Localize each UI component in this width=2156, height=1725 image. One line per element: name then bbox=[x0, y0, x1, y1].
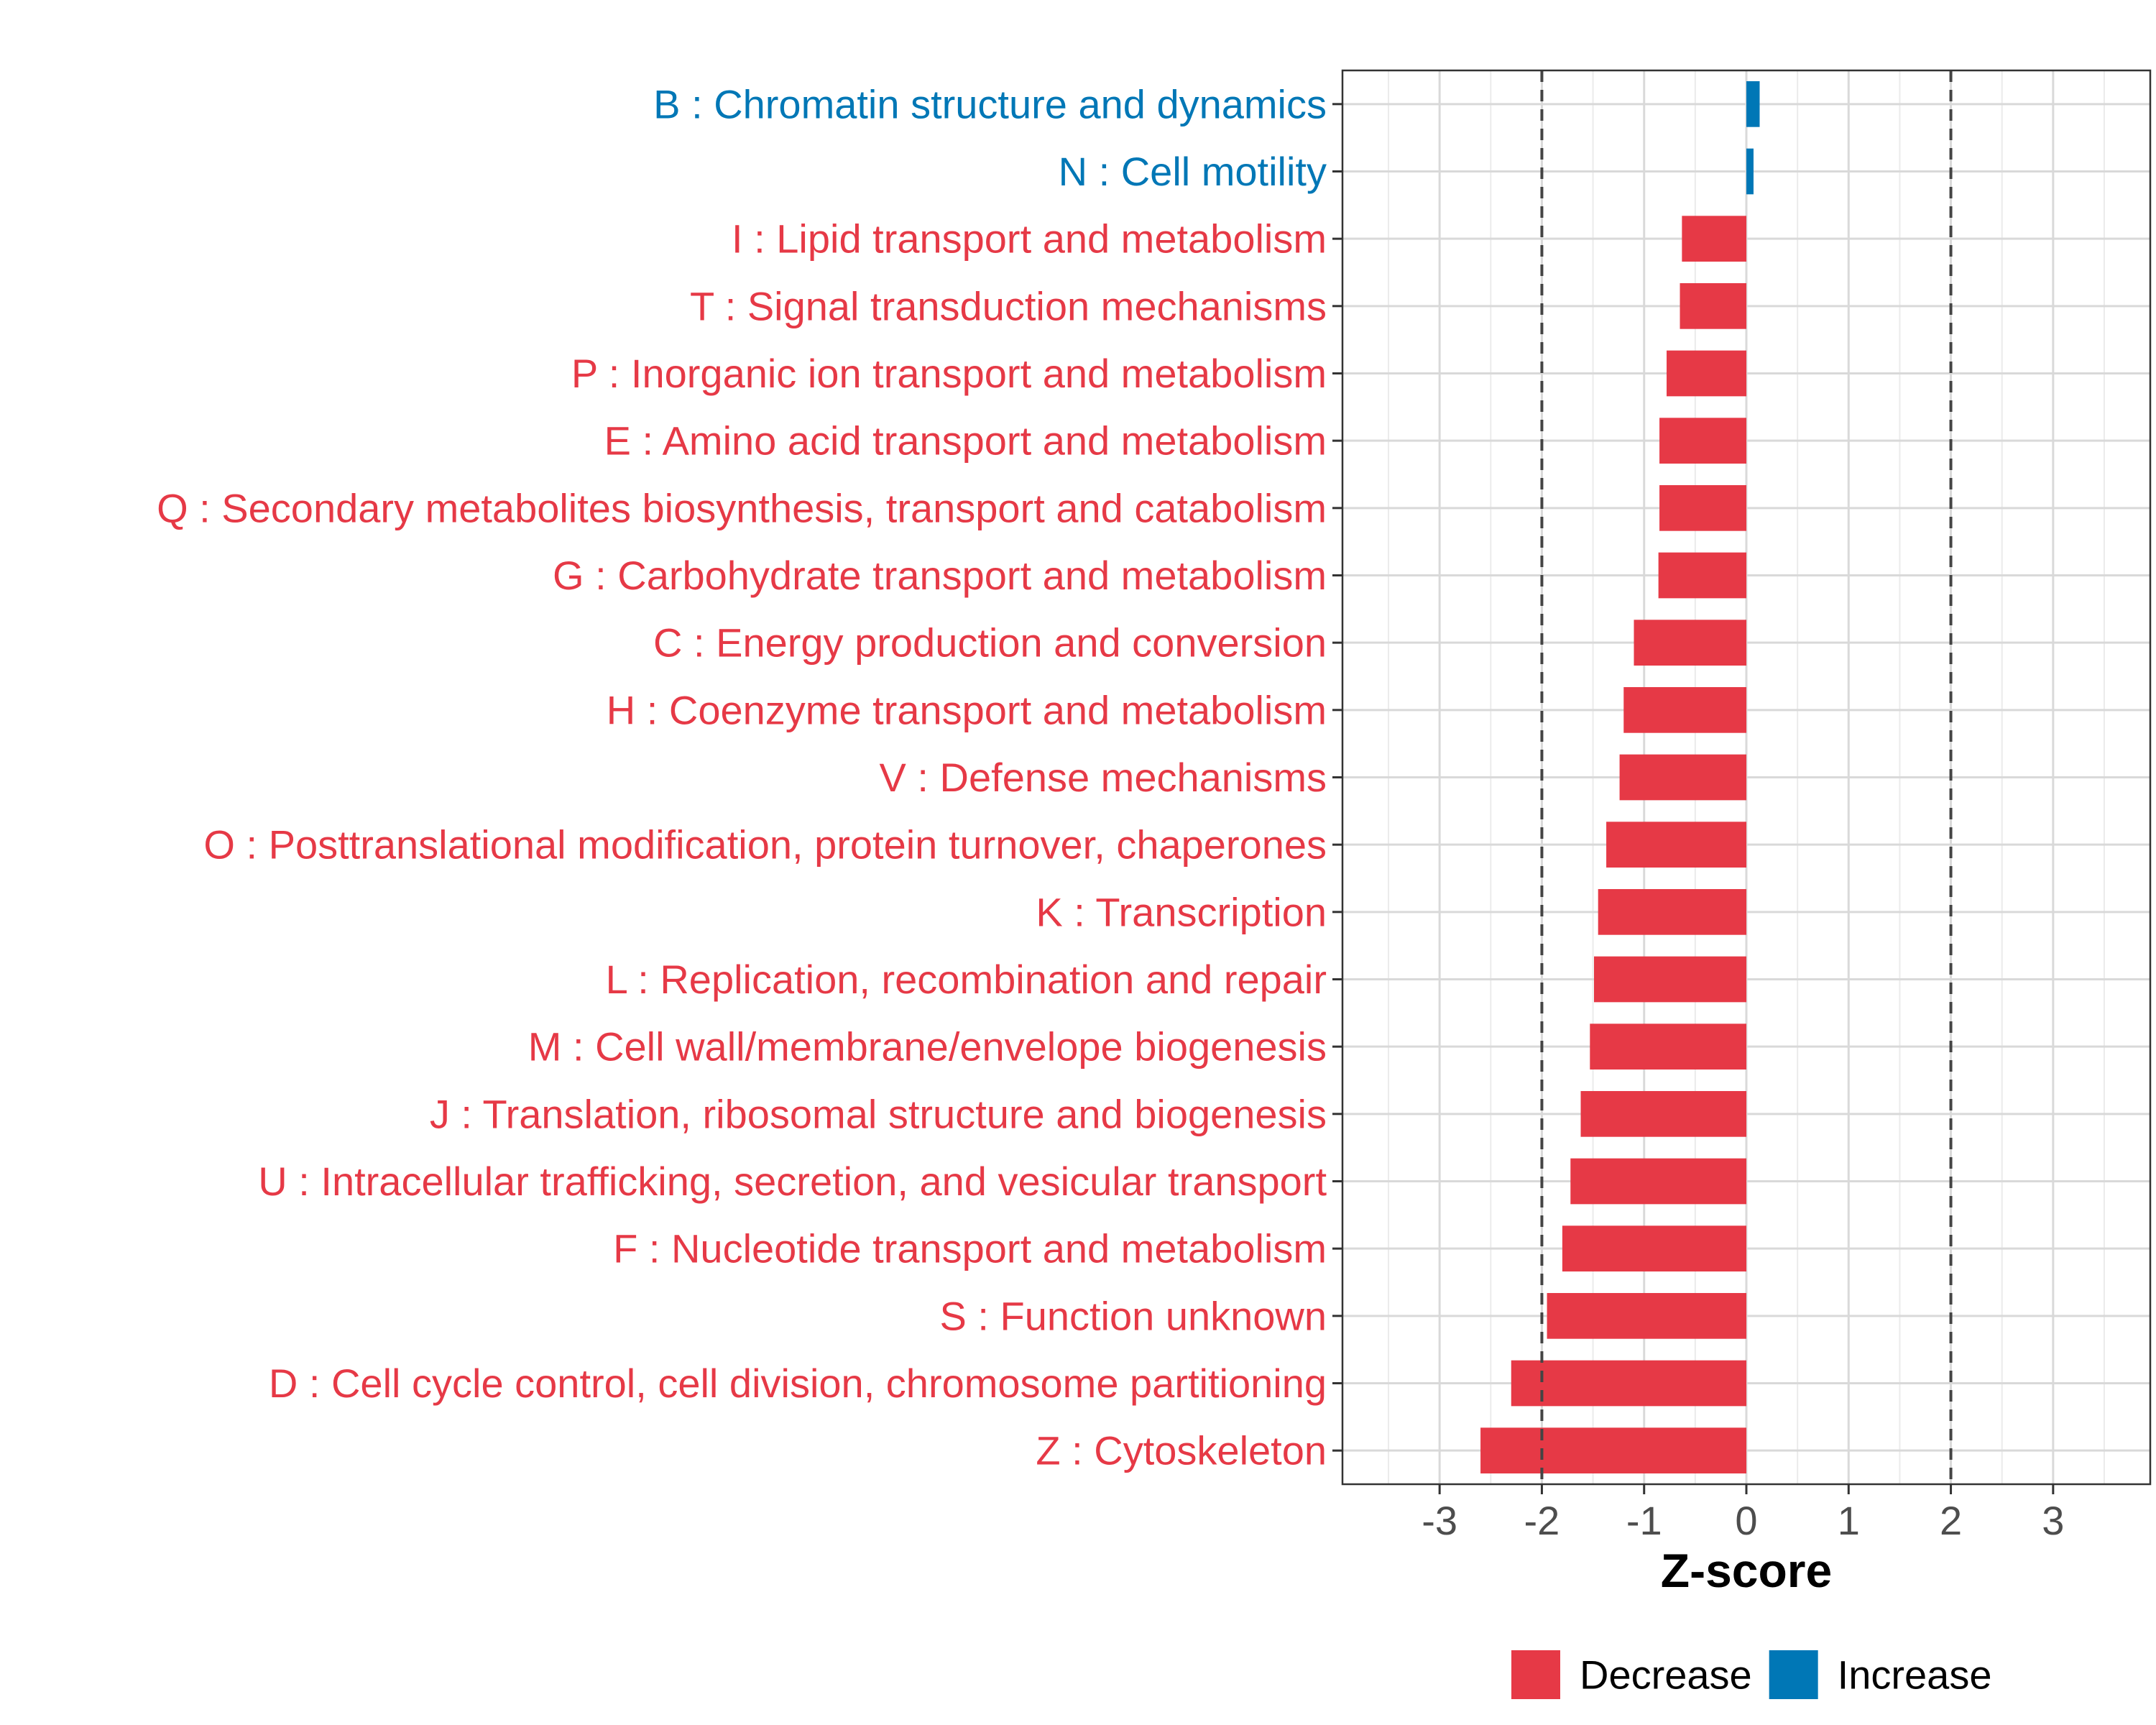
legend-label: Increase bbox=[1838, 1652, 1992, 1698]
legend-key-decrease bbox=[1511, 1650, 1560, 1699]
bar bbox=[1680, 282, 1746, 329]
x-tick-label: -2 bbox=[1524, 1498, 1560, 1543]
bar bbox=[1659, 418, 1746, 464]
reference-lines bbox=[1540, 70, 1953, 1484]
category-label: T : Signal transduction mechanisms bbox=[690, 283, 1327, 328]
bar bbox=[1746, 80, 1760, 127]
x-tick-label: 2 bbox=[1940, 1498, 1962, 1543]
category-label: M : Cell wall/membrane/envelope biogenes… bbox=[528, 1024, 1327, 1070]
category-label: B : Chromatin structure and dynamics bbox=[653, 81, 1327, 126]
bars bbox=[1480, 80, 1760, 1474]
bar bbox=[1562, 1225, 1746, 1272]
category-label: U : Intracellular trafficking, secretion… bbox=[258, 1159, 1327, 1204]
x-tick-label: 0 bbox=[1735, 1498, 1757, 1543]
category-label: V : Defense mechanisms bbox=[880, 755, 1327, 800]
x-axis-title: Z-score bbox=[1661, 1544, 1832, 1597]
category-label: H : Coenzyme transport and metabolism bbox=[607, 687, 1327, 732]
bar bbox=[1480, 1427, 1746, 1474]
x-tick-label: 3 bbox=[2042, 1498, 2064, 1543]
x-axis-ticks: -3 -2 -1 0 1 2 3 bbox=[1422, 1484, 2064, 1543]
category-label: N : Cell motility bbox=[1059, 149, 1327, 194]
bar bbox=[1682, 216, 1746, 262]
category-label: S : Function unknown bbox=[939, 1293, 1327, 1338]
bar bbox=[1619, 754, 1746, 801]
category-label: O : Posttranslational modification, prot… bbox=[203, 822, 1327, 868]
bar bbox=[1590, 1024, 1746, 1070]
bar bbox=[1547, 1292, 1746, 1339]
bar bbox=[1667, 350, 1746, 397]
bar bbox=[1594, 956, 1746, 1003]
category-label: F : Nucleotide transport and metabolism bbox=[613, 1226, 1327, 1271]
x-tick-label: -1 bbox=[1626, 1498, 1662, 1543]
y-axis-category-labels: B : Chromatin structure and dynamics N : … bbox=[157, 81, 1327, 1473]
legend: Decrease Increase bbox=[1511, 1650, 1991, 1699]
category-label: K : Transcription bbox=[1036, 889, 1327, 934]
bar bbox=[1659, 484, 1746, 531]
category-label: G : Carbohydrate transport and metabolis… bbox=[553, 553, 1327, 598]
bar bbox=[1746, 148, 1754, 195]
bar bbox=[1580, 1090, 1746, 1137]
bar bbox=[1606, 822, 1746, 868]
legend-key-increase bbox=[1769, 1650, 1818, 1699]
category-label: E : Amino acid transport and metabolism bbox=[604, 418, 1327, 464]
category-label: C : Energy production and conversion bbox=[653, 620, 1327, 666]
legend-label: Decrease bbox=[1580, 1652, 1752, 1698]
category-label: I : Lipid transport and metabolism bbox=[732, 216, 1327, 262]
bar bbox=[1623, 686, 1746, 733]
category-label: Z : Cytoskeleton bbox=[1036, 1428, 1327, 1473]
x-tick-label: 1 bbox=[1838, 1498, 1860, 1543]
category-label: D : Cell cycle control, cell division, c… bbox=[269, 1361, 1327, 1406]
bar bbox=[1634, 620, 1746, 666]
category-label: Q : Secondary metabolites biosynthesis, … bbox=[157, 485, 1327, 530]
category-label: J : Translation, ribosomal structure and… bbox=[430, 1091, 1327, 1136]
x-tick-label: -3 bbox=[1422, 1498, 1457, 1543]
category-label: L : Replication, recombination and repai… bbox=[606, 957, 1327, 1002]
bar bbox=[1598, 888, 1746, 935]
bar bbox=[1658, 552, 1746, 599]
category-label: P : Inorganic ion transport and metaboli… bbox=[571, 351, 1327, 396]
y-axis-ticks bbox=[1332, 103, 1342, 1452]
bar bbox=[1511, 1360, 1746, 1407]
bar bbox=[1570, 1158, 1746, 1205]
